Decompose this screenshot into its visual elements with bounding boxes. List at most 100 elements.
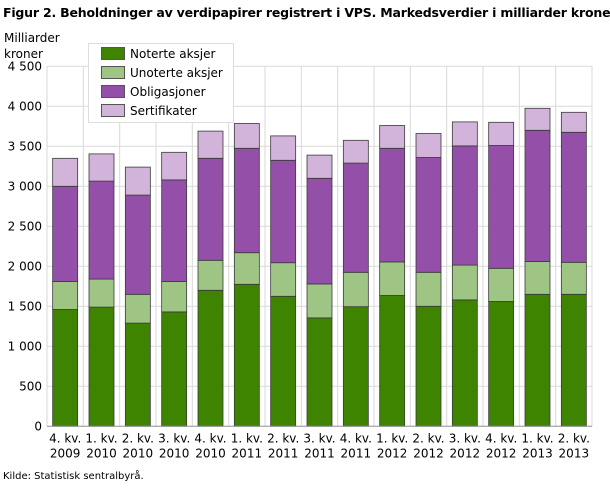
y-tick-label: 0 (34, 419, 42, 433)
bar-sertifikater (306, 154, 333, 179)
bar-obligasjoner (451, 145, 478, 266)
bar-unoterte-aksjer (415, 271, 442, 307)
bar-sertifikater (488, 121, 515, 146)
bar-sertifikater (52, 157, 79, 187)
x-tick-label: 2. kv. (122, 431, 154, 445)
x-tick-label: 2011 (268, 446, 299, 460)
x-tick-label: 2012 (450, 446, 481, 460)
bar-sertifikater (270, 135, 297, 161)
chart-title: Figur 2. Beholdninger av verdipapirer re… (3, 5, 610, 20)
bar-sertifikater (124, 166, 151, 196)
bar-noterte-aksjer (379, 295, 406, 427)
bar-sertifikater (379, 125, 406, 149)
bar-obligasjoner (270, 159, 297, 264)
bar-obligasjoner (560, 131, 587, 263)
legend-label: Noterte aksjer (130, 46, 216, 61)
y-axis-label: Milliarder kroner (4, 31, 60, 61)
legend-item: Noterte aksjer (89, 44, 233, 63)
y-tick-label: 3 000 (8, 179, 42, 193)
bar-noterte-aksjer (52, 309, 79, 427)
bar-noterte-aksjer (233, 283, 260, 427)
x-tick-label: 2012 (486, 446, 517, 460)
x-tick-label: 2012 (377, 446, 408, 460)
legend-label: Unoterte aksjer (130, 65, 223, 80)
bar-obligasjoner (379, 147, 406, 263)
y-tick-label: 2 500 (8, 219, 42, 233)
legend-item: Unoterte aksjer (89, 63, 233, 82)
bar-unoterte-aksjer (379, 261, 406, 296)
bar-noterte-aksjer (88, 306, 115, 427)
bar-unoterte-aksjer (233, 252, 260, 285)
bar-sertifikater (560, 111, 587, 133)
bar-unoterte-aksjer (306, 283, 333, 319)
x-tick-label: 2010 (86, 446, 117, 460)
legend: Noterte aksjer Unoterte aksjer Obligasjone… (88, 43, 234, 123)
bar-obligasjoner (415, 157, 442, 273)
y-tick-label: 4 500 (8, 59, 42, 73)
x-tick-label: 1. kv. (521, 431, 553, 445)
bar-unoterte-aksjer (88, 278, 115, 308)
x-tick-label: 3. kv. (449, 431, 481, 445)
bar-unoterte-aksjer (342, 271, 369, 308)
bar-noterte-aksjer (524, 293, 551, 427)
x-tick-label: 2009 (50, 446, 81, 460)
x-tick-label: 4. kv. (485, 431, 517, 445)
bar-sertifikater (342, 139, 369, 164)
x-tick-label: 2013 (522, 446, 553, 460)
x-tick-label: 2011 (304, 446, 335, 460)
legend-item: Obligasjoner (89, 82, 233, 101)
bar-unoterte-aksjer (488, 267, 515, 302)
bar-obligasjoner (161, 179, 188, 282)
bar-noterte-aksjer (161, 311, 188, 427)
bar-unoterte-aksjer (124, 293, 151, 324)
bar-noterte-aksjer (415, 305, 442, 427)
bar-obligasjoner (88, 180, 115, 280)
bar-sertifikater (524, 107, 551, 131)
bar-obligasjoner (306, 177, 333, 285)
bar-unoterte-aksjer (524, 261, 551, 295)
bar-obligasjoner (124, 194, 151, 295)
bar-obligasjoner (197, 157, 224, 261)
bar-unoterte-aksjer (560, 261, 587, 295)
legend-item: Sertifikater (89, 101, 233, 120)
bar-noterte-aksjer (124, 322, 151, 427)
bar-sertifikater (197, 130, 224, 159)
x-tick-label: 2. kv. (267, 431, 299, 445)
x-tick-label: 4. kv. (49, 431, 81, 445)
bar-noterte-aksjer (197, 289, 224, 427)
y-tick-label: 2 000 (8, 259, 42, 273)
bar-sertifikater (88, 153, 115, 182)
y-tick-label: 4 000 (8, 99, 42, 113)
bar-sertifikater (415, 133, 442, 158)
y-tick-label: 500 (19, 379, 42, 393)
y-tick-label: 3 500 (8, 139, 42, 153)
x-tick-label: 1. kv. (231, 431, 263, 445)
bar-obligasjoner (342, 162, 369, 273)
bar-unoterte-aksjer (52, 281, 79, 310)
x-tick-label: 3. kv. (303, 431, 335, 445)
source-note: Kilde: Statistisk sentralbyrå. (3, 471, 144, 482)
x-tick-label: 3. kv. (158, 431, 190, 445)
x-tick-label: 2. kv. (558, 431, 590, 445)
bar-noterte-aksjer (306, 317, 333, 427)
bar-obligasjoner (488, 145, 515, 269)
x-tick-label: 2. kv. (412, 431, 444, 445)
bar-unoterte-aksjer (451, 264, 478, 301)
bar-sertifikater (451, 121, 478, 147)
x-tick-label: 2012 (413, 446, 444, 460)
bar-unoterte-aksjer (270, 262, 297, 297)
bar-sertifikater (233, 123, 260, 149)
x-tick-label: 2010 (159, 446, 190, 460)
legend-swatch (101, 85, 125, 98)
bar-noterte-aksjer (270, 295, 297, 427)
y-tick-label: 1 000 (8, 339, 42, 353)
x-tick-label: 2011 (232, 446, 263, 460)
bar-noterte-aksjer (560, 293, 587, 427)
bar-obligasjoner (52, 185, 79, 282)
x-tick-label: 2011 (341, 446, 372, 460)
bar-obligasjoner (524, 129, 551, 262)
bar-noterte-aksjer (488, 301, 515, 427)
bar-obligasjoner (233, 147, 260, 254)
bar-unoterte-aksjer (161, 281, 188, 313)
